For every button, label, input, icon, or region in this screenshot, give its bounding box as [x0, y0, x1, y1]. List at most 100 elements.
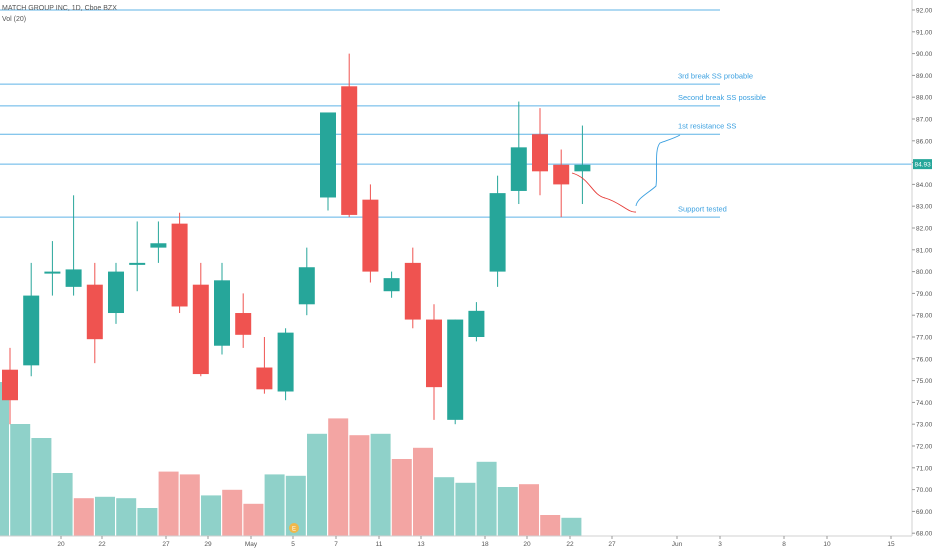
candle-body[interactable] [86, 284, 103, 340]
volume-bar [10, 424, 31, 536]
annotation-label[interactable]: 1st resistance SS [678, 122, 736, 131]
candle-body[interactable] [341, 86, 358, 215]
time-tick-label: 20 [523, 541, 531, 548]
candle-body[interactable] [447, 319, 464, 420]
volume-bar [349, 435, 370, 536]
candle-body[interactable] [510, 147, 527, 191]
volume-bar [476, 461, 497, 536]
volume-bar [434, 477, 455, 536]
volume-indicator-label: Vol (20) [2, 16, 27, 23]
last-price-badge [913, 159, 932, 170]
time-tick-label: 27 [608, 541, 616, 548]
price-tick-label: 73.00 [916, 422, 932, 429]
candle-body[interactable] [404, 262, 421, 320]
time-tick-label: May [245, 541, 258, 548]
time-tick-label: 8 [782, 541, 786, 548]
volume-bar [391, 459, 412, 536]
candle-body[interactable] [426, 319, 442, 388]
price-tick-label: 72.00 [916, 444, 932, 451]
candle-body[interactable] [171, 223, 188, 307]
time-tick-label: 11 [376, 541, 383, 548]
candle-body[interactable] [235, 313, 252, 335]
candle-body[interactable] [320, 112, 336, 198]
price-tick-label: 69.00 [916, 509, 932, 516]
price-tick-label: 82.00 [916, 226, 932, 233]
price-tick-label: 80.00 [916, 269, 932, 276]
volume-bar [540, 515, 561, 536]
price-tick-label: 92.00 [916, 8, 932, 15]
candle-body[interactable] [553, 164, 570, 185]
candle-body[interactable] [574, 164, 591, 172]
candle-body[interactable] [44, 271, 61, 274]
volume-bar [179, 474, 200, 536]
projection-curve-up[interactable] [635, 134, 681, 207]
time-tick-label: 5 [291, 541, 295, 548]
volume-bar [158, 471, 179, 536]
volume-bar [497, 487, 518, 536]
candle-body[interactable] [468, 310, 485, 337]
candle-body[interactable] [108, 271, 124, 314]
volume-bar [73, 498, 94, 536]
volume-bar [52, 473, 73, 536]
candle-body[interactable] [489, 193, 506, 272]
annotation-label[interactable]: 3rd break SS probable [678, 71, 753, 80]
time-tick-label: 10 [823, 541, 831, 548]
candle-body[interactable] [383, 278, 400, 292]
price-tick-label: 77.00 [916, 335, 932, 342]
volume-bar [519, 484, 539, 536]
earnings-marker-label: E [292, 527, 296, 533]
volume-bar [370, 433, 391, 536]
time-tick-label: 29 [204, 541, 212, 548]
candle-body[interactable] [277, 332, 294, 392]
time-tick-label: 7 [334, 541, 338, 548]
candle-body[interactable] [256, 367, 273, 390]
price-tick-label: 74.00 [916, 400, 932, 407]
annotation-label[interactable]: Support tested [678, 204, 727, 213]
time-tick-label: 13 [417, 541, 425, 548]
time-tick-label: 22 [98, 541, 106, 548]
volume-bar [201, 495, 221, 536]
price-tick-label: 78.00 [916, 313, 932, 320]
earnings-marker-icon[interactable] [289, 523, 299, 533]
time-tick-label: 27 [162, 541, 170, 548]
price-tick-label: 84.00 [916, 182, 932, 189]
volume-bar [116, 498, 137, 536]
time-tick-label: 22 [566, 541, 574, 548]
candle-body[interactable] [150, 243, 167, 248]
candle-body[interactable] [129, 262, 146, 265]
volume-bar [243, 503, 264, 536]
candle-body[interactable] [298, 267, 315, 305]
price-tick-label: 79.00 [916, 291, 932, 298]
symbol-label: MATCH GROUP INC, 1D, Cboe BZX [2, 5, 117, 12]
price-tick-label: 76.00 [916, 356, 932, 363]
candle-body[interactable] [23, 295, 40, 366]
annotation-label[interactable]: Second break SS possible [678, 93, 766, 102]
volume-bar [95, 496, 115, 536]
price-tick-label: 70.00 [916, 487, 932, 494]
candle-body[interactable] [192, 284, 209, 375]
volume-bar [137, 508, 158, 536]
candle-body[interactable] [65, 269, 82, 287]
candle-body[interactable] [2, 369, 18, 401]
volume-bar [285, 475, 306, 536]
price-tick-label: 68.00 [916, 531, 932, 538]
price-tick-label: 86.00 [916, 138, 932, 145]
candle-body[interactable] [532, 134, 548, 172]
price-tick-label: 91.00 [916, 29, 932, 36]
price-tick-label: 88.00 [916, 95, 932, 102]
candle-body[interactable] [362, 199, 379, 272]
projection-curve-down[interactable] [571, 172, 637, 213]
volume-bar [328, 418, 349, 536]
price-tick-label: 81.00 [916, 247, 932, 254]
chart-legend: MATCH GROUP INC, 1D, Cboe BZX Vol (20) [2, 3, 117, 25]
price-tick-label: 71.00 [916, 465, 932, 472]
price-tick-label: 87.00 [916, 117, 932, 124]
time-tick-label: 3 [718, 541, 722, 548]
candle-body[interactable] [214, 280, 230, 346]
price-tick-label: 89.00 [916, 73, 932, 80]
time-tick-label: 18 [481, 541, 489, 548]
volume-bar [561, 517, 582, 536]
volume-bar [455, 482, 476, 536]
